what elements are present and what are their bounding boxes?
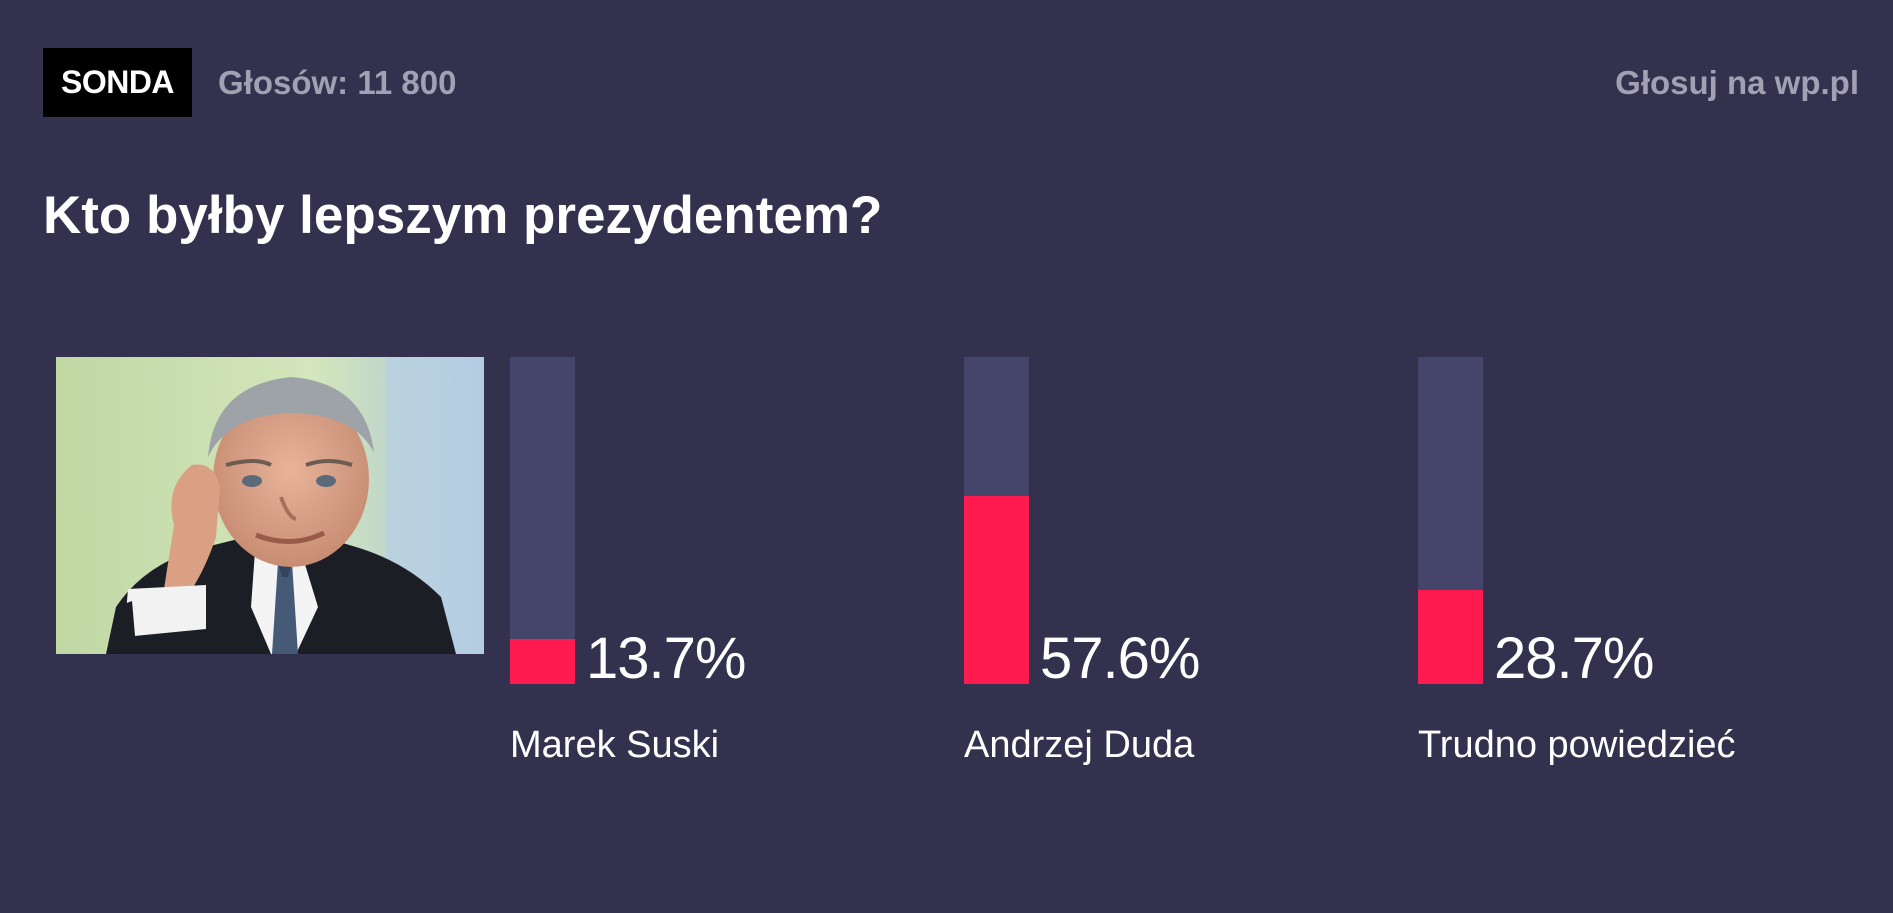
bar-value-label: 57.6% [1040, 626, 1200, 691]
portrait-photo [56, 357, 484, 654]
bar-fill [510, 639, 575, 684]
vote-count: Głosów: 11 800 [218, 64, 457, 101]
bar-track [510, 357, 575, 684]
poll-badge: SONDA [43, 48, 192, 117]
bar-value-label: 13.7% [586, 626, 746, 691]
bar-fill [1418, 590, 1483, 684]
bar-category-label: Marek Suski [510, 724, 720, 766]
poll-question: Kto byłby lepszym prezydentem? [43, 186, 883, 245]
portrait-photo-illustration [56, 357, 484, 654]
bar-fill [964, 496, 1029, 684]
bar-category-label: Andrzej Duda [964, 724, 1195, 766]
vote-link[interactable]: Głosuj na wp.pl [1615, 64, 1859, 101]
bar-category-label: Trudno powiedzieć [1418, 724, 1736, 766]
bar-value-label: 28.7% [1494, 626, 1654, 691]
